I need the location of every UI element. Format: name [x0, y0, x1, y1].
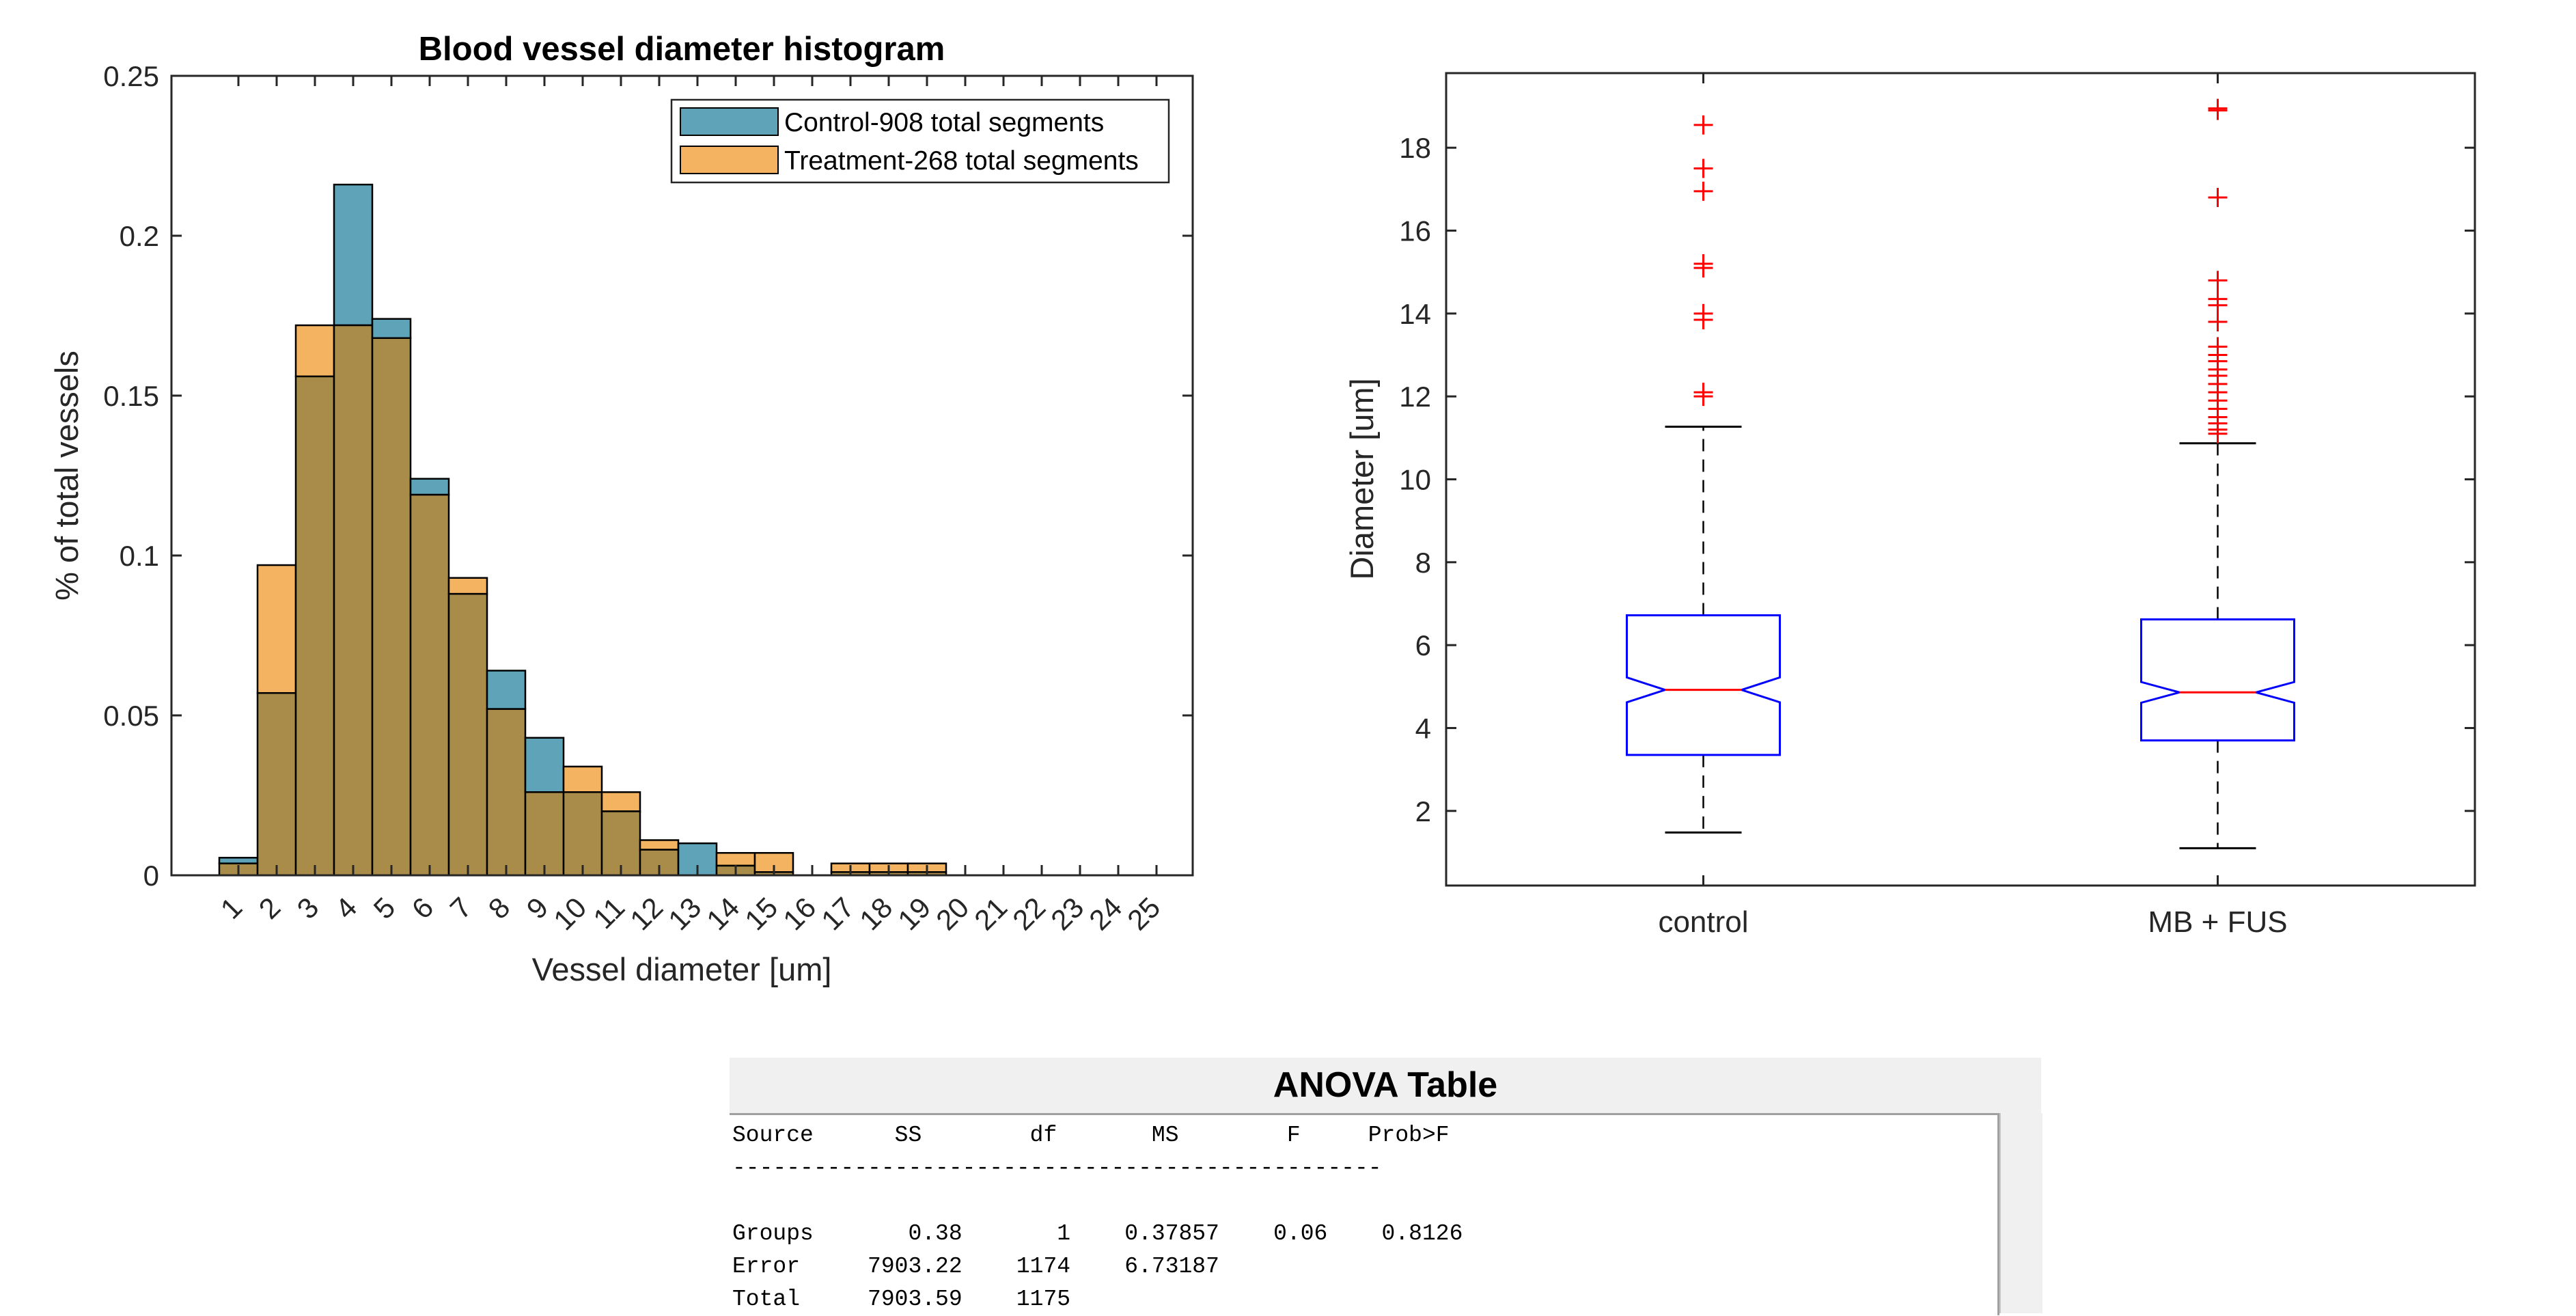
histogram-chart: 00.050.10.150.20.25 1 2 3 4 5 6 7 8 910111213141…	[49, 31, 1194, 987]
histogram-bar-excess	[333, 183, 374, 327]
boxplot-outlier	[1693, 254, 1713, 274]
boxplot-y-tick-label: 10	[1399, 464, 1431, 496]
histogram-y-tick-label: 0.05	[103, 700, 159, 732]
boxplot-outlier	[2208, 187, 2228, 207]
histogram-bar-excess	[256, 564, 297, 694]
histogram-legend: Control-908 total segments Treatment-268…	[670, 98, 1170, 184]
anova-separator: ----------------------------------------…	[732, 1155, 1382, 1181]
histogram-x-tick-label: 7	[444, 891, 478, 925]
histogram-bar-overlap	[562, 791, 603, 877]
boxplot-outlier	[2208, 289, 2228, 309]
boxplot-y-tick-label: 14	[1399, 298, 1431, 330]
legend-label-control: Control-908 total segments	[784, 108, 1104, 137]
anova-row-error: Error 7903.22 1174 6.73187	[732, 1254, 1219, 1279]
histogram-bar-excess	[524, 737, 565, 793]
histogram-x-tick-label: 3	[291, 891, 325, 925]
histogram-bar-overlap	[371, 337, 412, 877]
boxplot-box	[2140, 618, 2295, 742]
boxplot-axes-box	[1445, 72, 2476, 887]
boxplot-y-tick-label: 12	[1399, 381, 1431, 413]
histogram-bar-overlap	[409, 493, 450, 877]
boxplot-chart: 2 4 6 8 10 12 14 16 18 control MB + FUS Diameter …	[1344, 72, 2476, 939]
anova-table-body: Source SS df MS F Prob>F ---------------…	[730, 1113, 1999, 1315]
legend-swatch-treatment	[680, 146, 779, 174]
histogram-bar-excess	[294, 324, 335, 378]
histogram-x-tick-label: 25	[1121, 891, 1166, 936]
histogram-x-tick-label: 2	[253, 891, 287, 925]
histogram-x-tick-label: 4	[329, 891, 363, 925]
boxplot-y-tick-label: 18	[1399, 132, 1431, 164]
boxplot-outlier	[1693, 159, 1713, 178]
legend-swatch-control	[680, 107, 779, 136]
histogram-bar-excess	[447, 577, 488, 595]
histogram-x-tick-label: 5	[368, 891, 402, 925]
histogram-bar-excess	[562, 765, 603, 793]
boxplot-outlier	[2208, 337, 2228, 357]
boxplot-x-tick-label: MB + FUS	[2148, 905, 2287, 939]
histogram-bar-overlap	[486, 708, 527, 877]
histogram-bar-overlap	[256, 691, 297, 877]
boxplot-outlier	[2208, 271, 2228, 290]
boxplot-y-tick-label: 6	[1415, 629, 1431, 661]
boxplot-y-tick-label: 4	[1415, 712, 1431, 744]
histogram-x-tick-label: 6	[406, 891, 440, 925]
boxplot-outlier	[2208, 312, 2228, 331]
boxplot-y-tick-label: 2	[1415, 795, 1431, 827]
histogram-bar-overlap	[294, 375, 335, 877]
histogram-bar-excess	[409, 478, 450, 496]
histogram-y-axis-label: % of total vessels	[49, 351, 85, 601]
boxplot-x-tick-label: control	[1658, 905, 1748, 939]
boxplot-outlier	[1693, 115, 1713, 135]
boxplot-outlier	[1693, 303, 1713, 323]
histogram-x-tick-label: 8	[482, 891, 516, 925]
anova-table-text: Source SS df MS F Prob>F ---------------…	[732, 1119, 1463, 1316]
histogram-bar-excess	[486, 670, 527, 710]
boxplot-outlier	[2208, 98, 2228, 118]
histogram-y-tick-label: 0.15	[103, 380, 159, 412]
histogram-y-ticks: 0 0.05 0.1 0.15 0.2 0.25	[103, 60, 1193, 892]
histogram-x-tick-label: 9	[521, 891, 555, 925]
histogram-y-tick-label: 0	[143, 860, 159, 892]
anova-header: Source SS df MS F Prob>F	[732, 1123, 1450, 1148]
histogram-x-tick-label: 10	[547, 891, 592, 936]
boxplot-outlier	[1693, 383, 1713, 402]
histogram-y-tick-label: 0.1	[120, 540, 159, 572]
histogram-bar-excess	[600, 791, 641, 812]
boxplot-outlier	[1693, 181, 1713, 201]
histogram-x-axis-label: Vessel diameter [um]	[532, 951, 832, 987]
histogram-axes-box	[170, 74, 1194, 877]
boxplot-boxes: control MB + FUS	[1626, 73, 2295, 939]
histogram-y-tick-label: 0.25	[103, 60, 159, 92]
histogram-x-tick-label: 1	[214, 891, 249, 925]
boxplot-y-tick-label: 8	[1415, 547, 1431, 579]
legend-label-treatment: Treatment-268 total segments	[784, 146, 1139, 176]
histogram-bar-overlap	[333, 324, 374, 877]
anova-row-total: Total 7903.59 1175	[732, 1287, 1071, 1312]
boxplot-y-ticks: 2 4 6 8 10 12 14 16 18	[1399, 132, 2475, 827]
boxplot-y-axis-label: Diameter [um]	[1344, 378, 1380, 579]
histogram-bar-excess	[715, 851, 756, 867]
histogram-title: Blood vessel diameter histogram	[419, 31, 945, 68]
histogram-bar-overlap	[524, 791, 565, 877]
histogram-bar-excess	[639, 839, 680, 851]
histogram-bar-overlap	[447, 592, 488, 877]
boxplot-box	[1626, 614, 1781, 756]
histogram-bar-overlap	[600, 810, 641, 877]
anova-scrollbar[interactable]	[1999, 1113, 2042, 1313]
histogram-y-tick-label: 0.2	[120, 220, 159, 252]
anova-table-window: ANOVA Table Source SS df MS F Prob>F ---…	[730, 1058, 2042, 1315]
anova-row-groups: Groups 0.38 1 0.37857 0.06 0.8126	[732, 1221, 1463, 1246]
anova-title: ANOVA Table	[1273, 1065, 1498, 1105]
boxplot-y-tick-label: 16	[1399, 215, 1431, 247]
histogram-bar-excess	[218, 857, 259, 864]
histogram-bar-excess	[371, 318, 412, 340]
